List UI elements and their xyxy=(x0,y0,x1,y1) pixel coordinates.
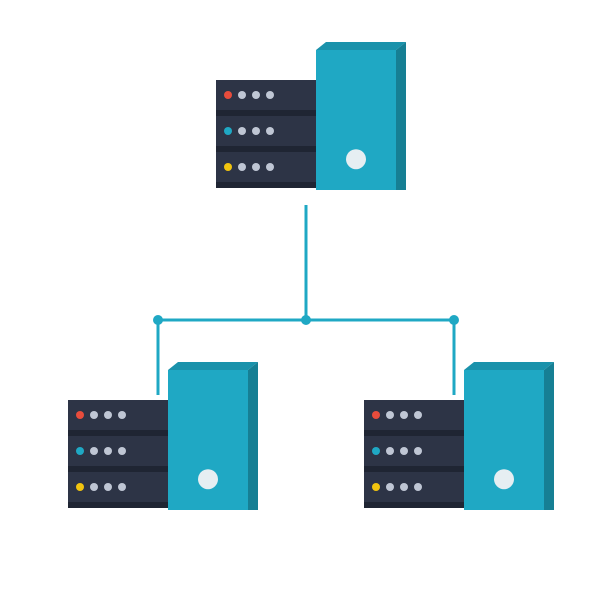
power-button-icon xyxy=(494,469,514,489)
server-tower-icon xyxy=(168,362,258,510)
server-tower-icon xyxy=(316,42,406,190)
power-button-icon xyxy=(346,149,366,169)
server-left-icon xyxy=(68,362,258,510)
power-button-icon xyxy=(198,469,218,489)
server-right-icon xyxy=(364,362,554,510)
junction-center-icon xyxy=(301,315,311,325)
network-diagram xyxy=(0,0,612,612)
junction-right-icon xyxy=(449,315,459,325)
junction-left-icon xyxy=(153,315,163,325)
server-top-icon xyxy=(216,42,406,190)
server-tower-icon xyxy=(464,362,554,510)
